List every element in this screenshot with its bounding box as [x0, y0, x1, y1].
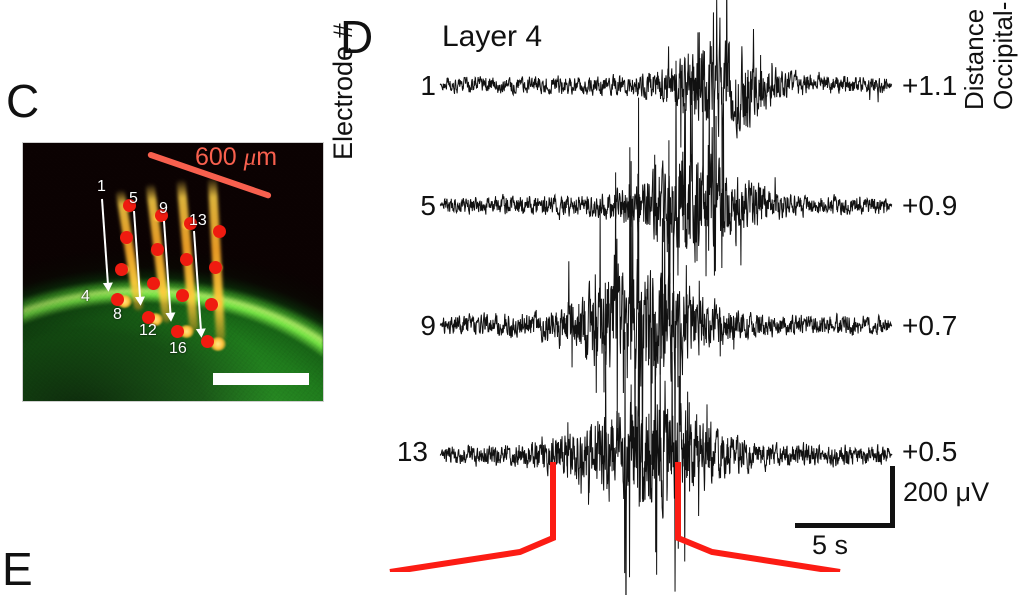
electrode-marker — [171, 325, 184, 338]
electrode-marker — [151, 243, 164, 256]
callout-line-left — [389, 462, 556, 572]
histology-scale-bar — [213, 373, 309, 385]
shank-label-3-bottom: 12 — [139, 322, 157, 339]
layer4-title: Layer 4 — [442, 20, 543, 53]
shank-label-1-bottom: 4 — [81, 288, 90, 305]
electrode-marker — [201, 335, 214, 348]
shank-label-1-top: 1 — [97, 178, 106, 195]
scale-600um-label: 600 μm — [195, 143, 278, 171]
electrode-marker — [120, 231, 133, 244]
electrode-number-9: 9 — [420, 310, 436, 341]
tissue-texture-noise — [23, 143, 323, 401]
trace-row — [440, 25, 892, 145]
deep-tissue-shadow — [23, 143, 323, 401]
trace-row — [440, 395, 892, 515]
scale-600um-value: 600 — [195, 143, 237, 171]
shank-label-4-top: 13 — [189, 212, 207, 229]
shank-label-2-bottom: 8 — [113, 306, 122, 323]
histology-image: 1 4 5 8 9 12 13 16 600 μm — [22, 142, 324, 402]
voltage-scalebar-label: 200 μV — [903, 477, 990, 507]
trace-waveform-5 — [440, 145, 892, 265]
shank-label-4-bottom: 16 — [169, 340, 187, 357]
distance-axis-label: Distance (mm) from Occipital-Parietal su… — [959, 0, 1018, 110]
electrode-marker — [115, 263, 128, 276]
distance-axis-line1: Distance (mm) from — [959, 0, 989, 110]
meter-symbol: m — [256, 143, 278, 171]
electrode-axis-label: Electrode # — [328, 23, 358, 160]
shank-label-2-top: 5 — [129, 190, 138, 207]
electrode-marker — [180, 253, 193, 266]
electrode-marker — [205, 298, 218, 311]
time-scalebar-label: 5 s — [812, 530, 849, 560]
electrode-number-1: 1 — [420, 70, 436, 101]
shank-label-3-top: 9 — [159, 200, 168, 217]
electrode-marker — [123, 199, 136, 212]
trace-row — [440, 145, 892, 265]
electrode-marker — [176, 289, 189, 302]
track-blob — [210, 337, 226, 351]
distance-value-4: +0.5 — [902, 436, 958, 467]
electrode-marker — [111, 293, 124, 306]
electrode-number-13: 13 — [396, 436, 428, 467]
voltage-scalebar — [890, 466, 895, 528]
figure-root: C D E — [0, 0, 1035, 572]
electrode-marker — [147, 277, 160, 290]
electrode-marker — [155, 209, 168, 222]
callout-line-right — [675, 462, 841, 572]
electrode-marker — [142, 311, 155, 324]
trace-row — [440, 265, 892, 385]
electrode-marker — [209, 261, 222, 274]
callout-lines — [389, 462, 841, 572]
panel-letter-c: C — [6, 75, 40, 127]
electrode-marker — [184, 217, 197, 230]
panel-letter-d: D — [340, 11, 374, 63]
electrode-marker — [213, 225, 226, 238]
trace-plot-area — [440, 0, 895, 500]
trace-waveform-9 — [440, 265, 892, 385]
distance-axis-line2: Occipital-Parietal suture — [988, 0, 1018, 110]
trace-waveform-13 — [440, 395, 892, 515]
distance-value-2: +0.9 — [902, 190, 958, 221]
trace-waveform-1 — [440, 25, 892, 145]
electrode-number-5: 5 — [420, 190, 436, 221]
micro-symbol: μ — [243, 144, 257, 171]
distance-value-1: +1.1 — [902, 70, 958, 101]
time-scalebar — [795, 523, 895, 528]
distance-value-3: +0.7 — [902, 310, 958, 341]
